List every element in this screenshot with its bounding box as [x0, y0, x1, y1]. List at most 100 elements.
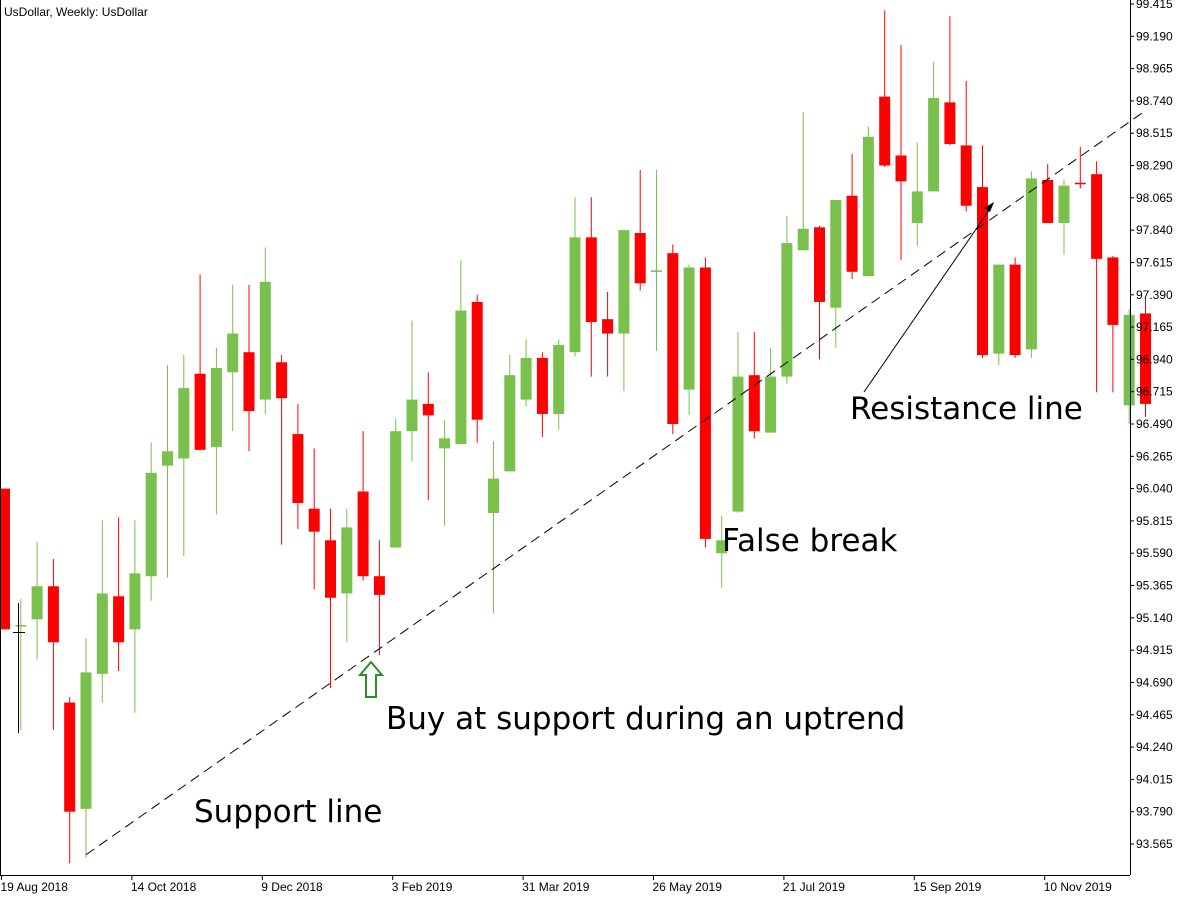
candle-body-46: [748, 375, 760, 432]
candle-body-14: [227, 333, 239, 373]
candle-70: [1140, 299, 1151, 417]
candle-29: [471, 294, 483, 443]
candle-body-31: [504, 375, 516, 472]
candle-35: [569, 197, 581, 357]
up-arrow-icon: [357, 660, 385, 698]
support-line-label: Support line: [194, 794, 382, 830]
candle-body-43: [699, 267, 711, 539]
candle-23: [373, 540, 385, 656]
candle-0: [0, 488, 10, 630]
candle-56: [911, 142, 923, 246]
trendline-layer: [85, 110, 1146, 856]
candle-body-35: [569, 237, 581, 353]
candle-15: [243, 284, 255, 452]
candle-26: [422, 372, 434, 501]
buy-at-support-label: Buy at support during an uptrend: [386, 701, 905, 737]
candles-layer: [0, 10, 1151, 864]
candle-body-38: [618, 230, 630, 334]
candle-body-55: [895, 155, 907, 182]
price-tick-label-95.140: 95.140: [1136, 611, 1173, 625]
candle-14: [227, 284, 239, 432]
price-tick-label-97.165: 97.165: [1136, 320, 1173, 334]
candle-body-33: [536, 357, 548, 414]
price-tick-label-96.040: 96.040: [1136, 482, 1173, 496]
candle-47: [765, 347, 777, 433]
candle-body-6: [96, 593, 108, 674]
candle-65: [1058, 179, 1070, 255]
resistance-pointer-line: [863, 205, 993, 393]
candle-19: [308, 448, 320, 590]
candle-31: [504, 355, 516, 472]
price-tick-label-94.690: 94.690: [1136, 675, 1173, 689]
candle-body-1: [15, 625, 27, 627]
candle-7: [113, 517, 125, 671]
price-tick-label-97.615: 97.615: [1136, 255, 1173, 269]
candle-body-9: [145, 472, 157, 577]
candle-body-30: [488, 478, 499, 514]
price-tick-label-99.415: 99.415: [1136, 0, 1173, 11]
candle-body-36: [585, 237, 597, 323]
price-tick-label-93.790: 93.790: [1136, 805, 1173, 819]
candle-body-27: [439, 438, 451, 449]
candle-body-4: [64, 702, 76, 812]
candle-body-23: [373, 576, 385, 595]
candle-body-60: [977, 187, 988, 356]
candle-48: [781, 215, 793, 384]
candle-body-37: [602, 319, 614, 334]
candle-57: [928, 62, 940, 192]
price-tick-label-98.065: 98.065: [1136, 191, 1173, 205]
candle-body-44: [716, 540, 728, 554]
candle-36: [585, 197, 597, 377]
candle-body-7: [113, 596, 125, 643]
candle-body-13: [210, 368, 222, 447]
price-tick-label-98.290: 98.290: [1136, 159, 1173, 173]
candle-42: [683, 264, 695, 416]
price-tick-label-93.565: 93.565: [1136, 837, 1173, 851]
candle-body-25: [406, 399, 418, 432]
price-tick-label-96.940: 96.940: [1136, 352, 1173, 366]
candle-body-3: [47, 586, 59, 643]
candle-39: [634, 169, 646, 291]
candle-68: [1107, 256, 1119, 393]
candle-52: [846, 154, 858, 279]
candle-body-62: [1009, 264, 1021, 356]
time-tick-label-40: 26 May 2019: [653, 880, 723, 894]
candle-1: [15, 599, 27, 730]
candle-11: [178, 355, 190, 557]
candle-body-41: [667, 253, 679, 424]
candle-3: [47, 558, 59, 730]
candle-37: [602, 291, 614, 377]
candle-body-2: [31, 586, 43, 620]
time-tick-label-64: 10 Nov 2019: [1044, 880, 1112, 894]
candle-10: [162, 365, 173, 578]
candle-body-26: [422, 403, 434, 416]
arrowhead-icon: [984, 202, 994, 212]
chart-title: UsDollar, Weekly: UsDollar: [4, 5, 148, 19]
price-tick-label-96.715: 96.715: [1136, 385, 1173, 399]
candle-body-20: [325, 540, 336, 598]
candle-49: [797, 112, 809, 251]
time-tick-label-56: 15 Sep 2019: [913, 880, 981, 894]
candle-63: [1025, 171, 1037, 358]
candle-38: [618, 230, 630, 391]
candle-64: [1042, 164, 1054, 223]
candle-body-61: [993, 264, 1005, 354]
candle-69: [1123, 309, 1135, 424]
candle-8: [129, 520, 141, 713]
price-tick-label-97.390: 97.390: [1136, 288, 1173, 302]
candle-body-67: [1091, 174, 1103, 259]
candle-body-42: [683, 267, 695, 390]
candle-22: [357, 431, 369, 581]
price-tick-label-94.015: 94.015: [1136, 772, 1173, 786]
price-tick-label-94.915: 94.915: [1136, 643, 1173, 657]
candle-body-21: [341, 527, 353, 594]
price-tick-label-95.590: 95.590: [1136, 546, 1173, 560]
candle-body-10: [162, 451, 173, 466]
candle-41: [667, 244, 679, 435]
candle-body-15: [243, 352, 255, 412]
candle-60: [977, 145, 988, 358]
candle-44: [716, 515, 728, 588]
candle-6: [96, 520, 108, 703]
